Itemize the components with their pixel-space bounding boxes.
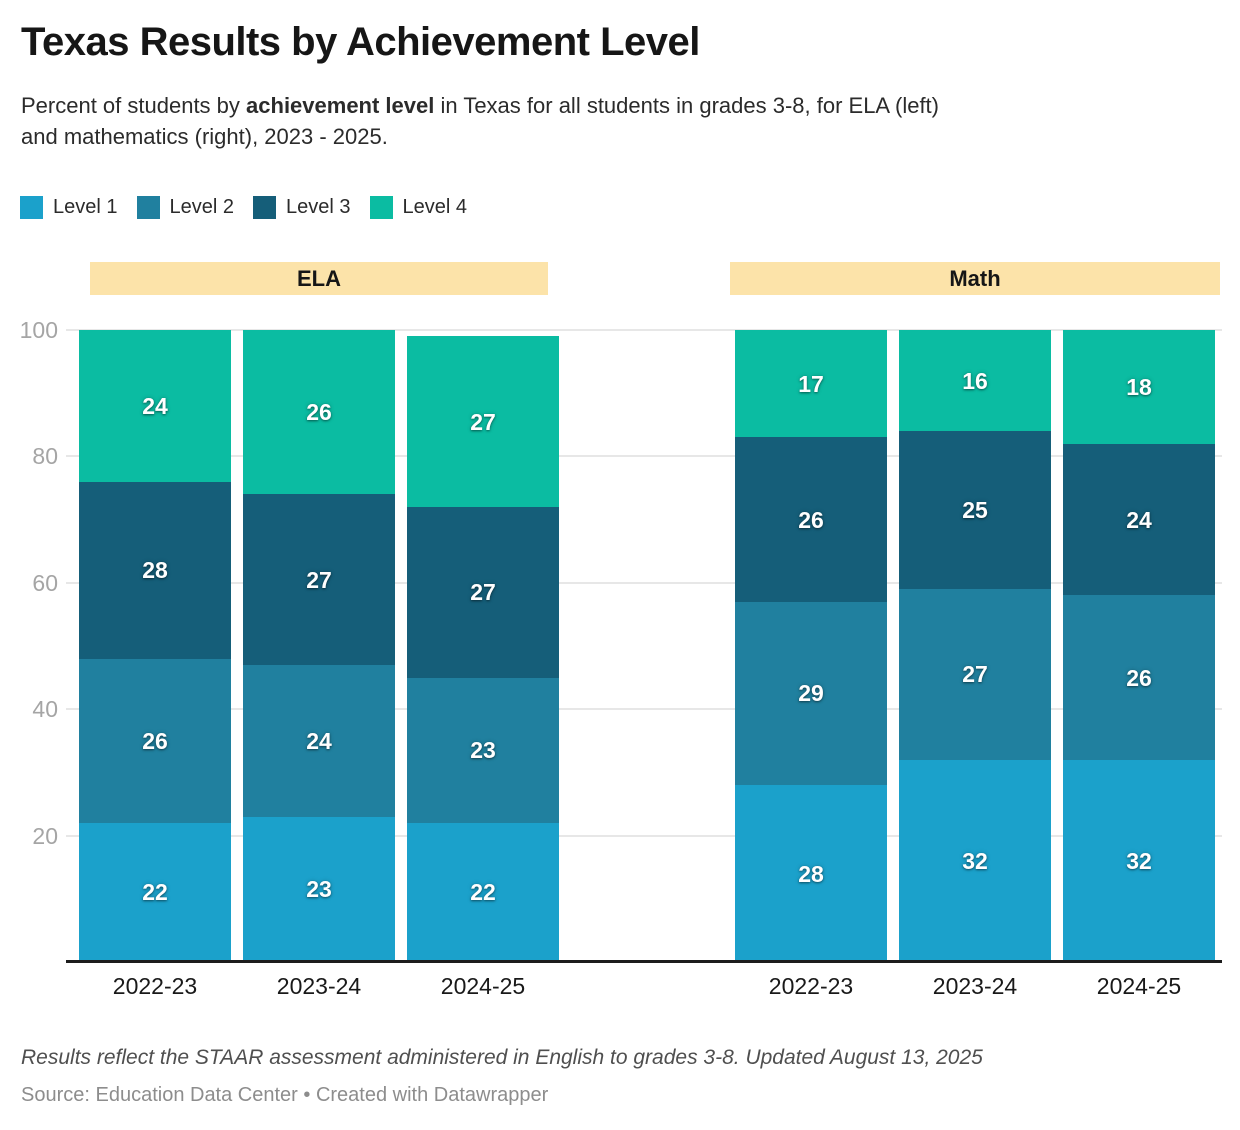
bar-segment bbox=[1063, 443, 1215, 596]
legend-label: Level 3 bbox=[286, 196, 351, 218]
legend-swatch-level-3 bbox=[253, 196, 276, 219]
legend-item-level-3: Level 3 bbox=[253, 196, 351, 219]
subtitle-text: Percent of students by bbox=[21, 93, 247, 118]
bar-segment bbox=[1063, 595, 1215, 760]
x-tick-label: 2022-23 bbox=[768, 973, 854, 999]
y-tick-label: 40 bbox=[32, 696, 58, 723]
bar-value-label: 16 bbox=[962, 367, 988, 394]
bar-value-label: 25 bbox=[962, 497, 988, 524]
bar-value-label: 22 bbox=[142, 879, 168, 906]
group-header-label: Math bbox=[949, 265, 1001, 291]
x-tick-label: 2024-25 bbox=[440, 973, 526, 999]
bar-value-label: 24 bbox=[1126, 506, 1152, 533]
bar-segment bbox=[899, 589, 1051, 760]
bar-value-label: 32 bbox=[962, 847, 988, 874]
bar-value-label: 27 bbox=[962, 661, 988, 688]
bar-value-label: 26 bbox=[142, 727, 168, 754]
bar-segment bbox=[243, 664, 395, 817]
group-header-ela: ELA bbox=[90, 262, 548, 295]
y-tick-label: 100 bbox=[19, 317, 58, 343]
bar-segment bbox=[407, 822, 559, 962]
bar-segment bbox=[79, 822, 231, 962]
bar-value-label: 26 bbox=[306, 399, 332, 426]
legend-label: Level 1 bbox=[53, 196, 118, 218]
y-tick-label: 80 bbox=[32, 443, 58, 470]
bar-value-label: 26 bbox=[1126, 664, 1152, 691]
bar-value-label: 27 bbox=[470, 579, 496, 606]
bar-segment bbox=[899, 431, 1051, 590]
group-header-math: Math bbox=[730, 262, 1220, 295]
bar-value-label: 22 bbox=[470, 879, 496, 906]
bar-value-label: 27 bbox=[470, 408, 496, 435]
bar-segment bbox=[407, 336, 559, 507]
legend: Level 1 Level 2 Level 3 Level 4 bbox=[20, 196, 467, 219]
chart-source: Source: Education Data Center • Created … bbox=[21, 1084, 549, 1106]
bar-value-label: 28 bbox=[798, 860, 824, 887]
legend-item-level-2: Level 2 bbox=[136, 196, 235, 219]
bar-value-label: 32 bbox=[1126, 847, 1152, 874]
bar-segment bbox=[735, 785, 887, 962]
y-gridline bbox=[66, 455, 1222, 458]
bar-value-label: 29 bbox=[798, 680, 824, 707]
bar-value-label: 18 bbox=[1126, 373, 1152, 400]
bar-value-label: 28 bbox=[142, 557, 168, 584]
group-header-label: ELA bbox=[297, 265, 341, 291]
x-axis-baseline bbox=[66, 960, 1222, 963]
bar-segment bbox=[79, 481, 231, 659]
bar-segment bbox=[407, 677, 559, 823]
bar-value-label: 27 bbox=[306, 566, 332, 593]
chart-subtitle: Percent of students by achievement level… bbox=[21, 90, 1181, 152]
bar-segment bbox=[899, 330, 1051, 432]
bar-segment bbox=[899, 759, 1051, 962]
bar-segment bbox=[79, 658, 231, 823]
bar-segment bbox=[735, 437, 887, 602]
bar-segment bbox=[735, 330, 887, 438]
y-gridline bbox=[66, 708, 1222, 711]
y-gridline bbox=[66, 329, 1222, 331]
legend-label: Level 4 bbox=[402, 196, 468, 218]
chart-notes: Results reflect the STAAR assessment adm… bbox=[21, 1046, 983, 1069]
legend-label: Level 2 bbox=[169, 196, 235, 218]
bar-segment bbox=[243, 816, 395, 962]
x-tick-label: 2024-25 bbox=[1096, 973, 1182, 999]
bar-value-label: 26 bbox=[798, 506, 824, 533]
bar-value-label: 24 bbox=[142, 392, 168, 419]
bar-segment bbox=[243, 330, 395, 495]
bar-segment bbox=[407, 506, 559, 678]
subtitle-text-mid: in Texas for all students in grades 3-8,… bbox=[434, 93, 939, 118]
subtitle-text-line2: and mathematics (right), 2023 - 2025. bbox=[21, 124, 388, 149]
bar-value-label: 24 bbox=[306, 727, 332, 754]
y-gridline bbox=[66, 834, 1222, 837]
bar-value-label: 17 bbox=[798, 370, 824, 397]
legend-swatch-level-1 bbox=[20, 196, 43, 219]
legend-item-level-4: Level 4 bbox=[369, 196, 468, 219]
subtitle-bold-text: achievement level bbox=[246, 93, 435, 118]
bar-segment bbox=[735, 601, 887, 786]
bar-value-label: 23 bbox=[306, 876, 332, 903]
y-tick-label: 60 bbox=[32, 569, 58, 596]
chart-title: Texas Results by Achievement Level bbox=[21, 20, 700, 64]
bar-segment bbox=[243, 494, 395, 665]
x-tick-label: 2022-23 bbox=[112, 973, 198, 999]
legend-item-level-1: Level 1 bbox=[20, 196, 118, 219]
legend-swatch-level-4 bbox=[369, 196, 393, 219]
bar-value-label: 23 bbox=[470, 737, 496, 764]
bar-segment bbox=[1063, 330, 1215, 444]
x-tick-label: 2023-24 bbox=[932, 973, 1018, 999]
bar-segment bbox=[79, 330, 231, 482]
bar-segment bbox=[1063, 759, 1215, 962]
x-tick-label: 2023-24 bbox=[276, 973, 362, 999]
legend-swatch-level-2 bbox=[136, 196, 160, 219]
y-gridline bbox=[66, 581, 1222, 584]
y-tick-label: 20 bbox=[32, 822, 58, 849]
